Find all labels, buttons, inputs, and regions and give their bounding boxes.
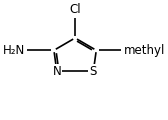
Text: Cl: Cl [69, 3, 81, 16]
Text: N: N [52, 65, 61, 78]
Text: methyl: methyl [124, 44, 165, 57]
Text: H₂N: H₂N [3, 44, 25, 57]
Text: S: S [90, 65, 97, 78]
